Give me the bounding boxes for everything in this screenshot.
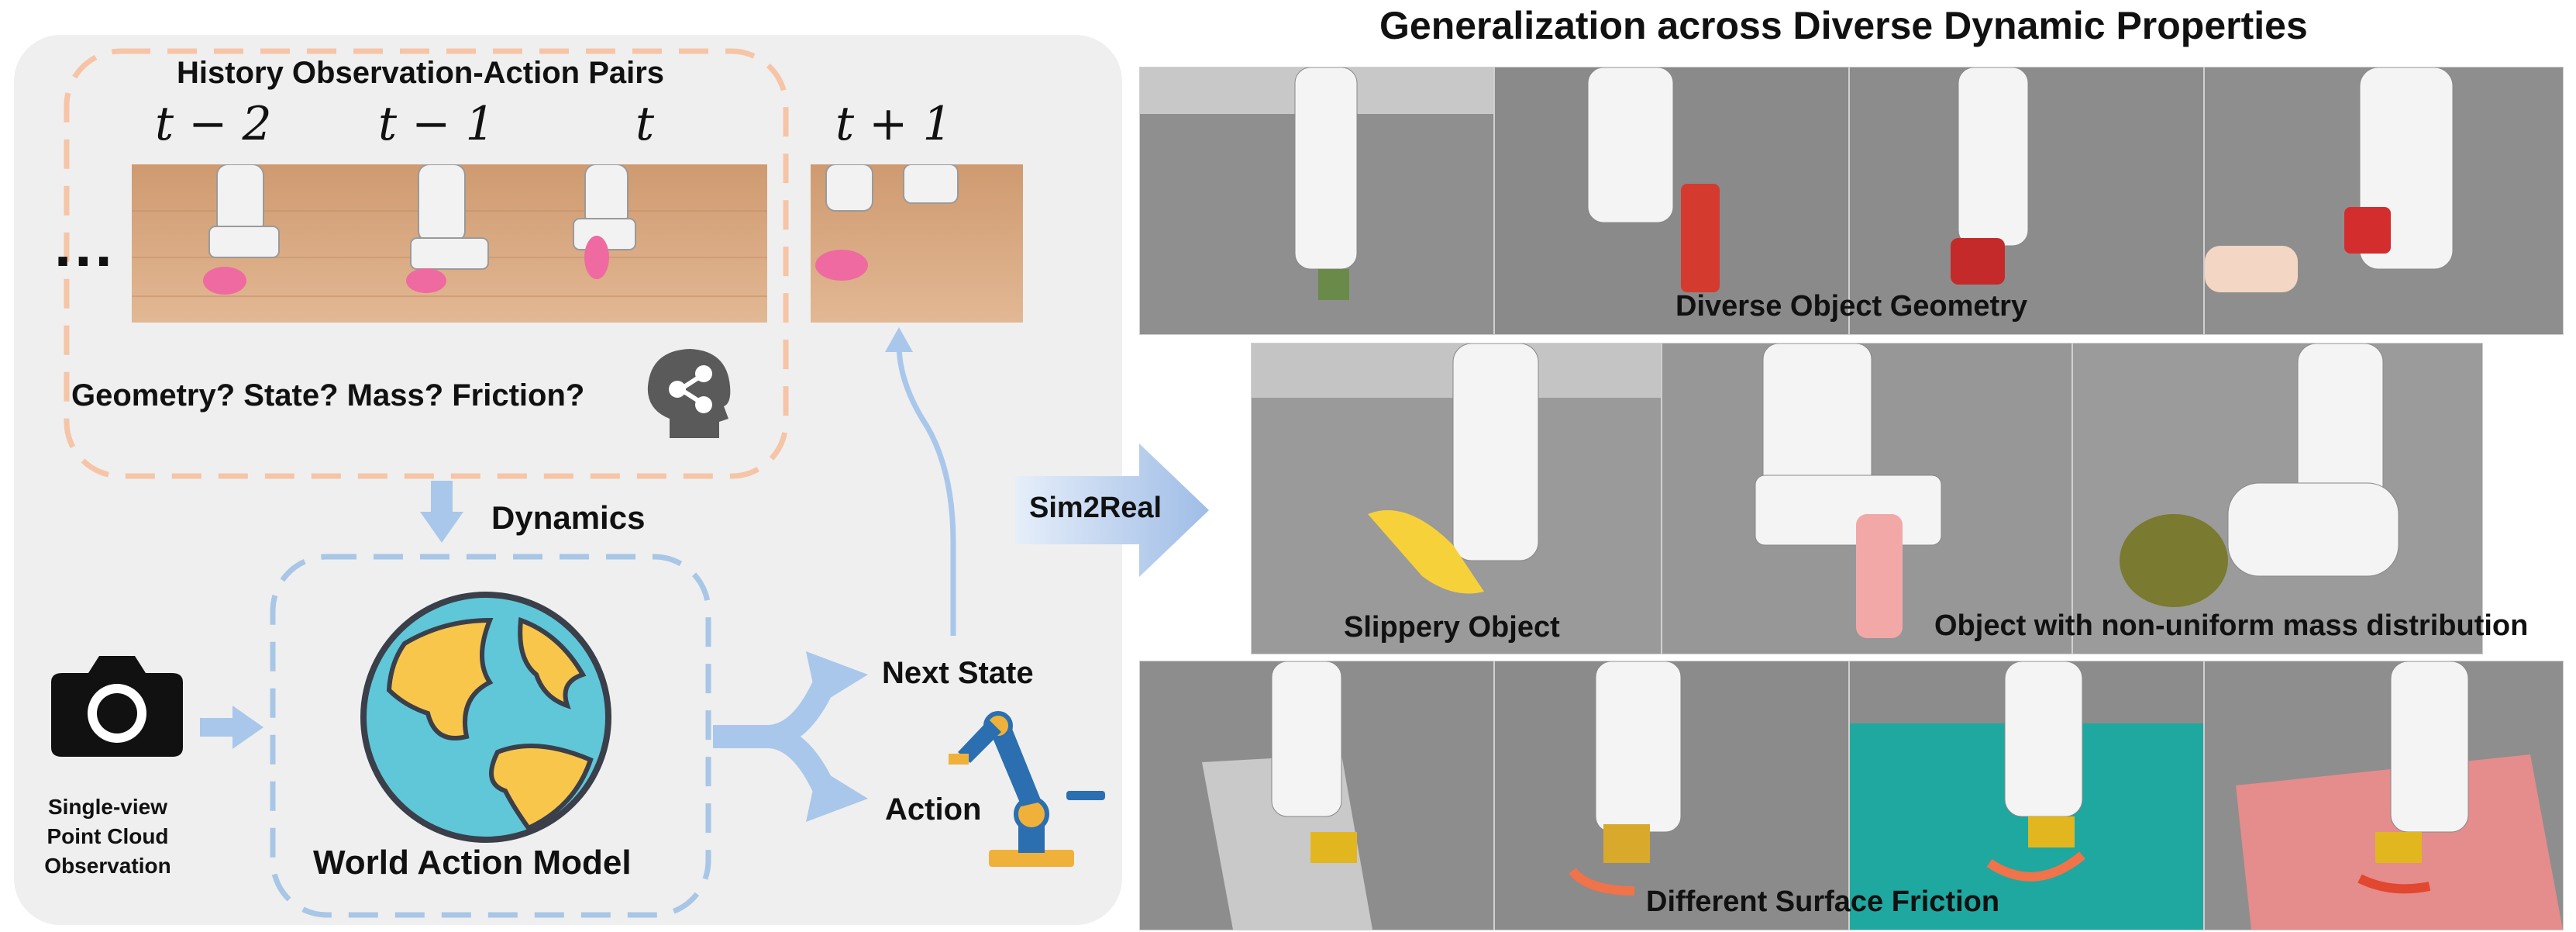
world-model-box: [270, 554, 711, 918]
robot-arm-icon: [949, 711, 1105, 867]
row1-label: Diverse Object Geometry: [1675, 290, 2028, 323]
history-title: History Observation-Action Pairs: [177, 56, 665, 90]
dynamics-label: Dynamics: [491, 499, 646, 536]
row2-label-slippery: Slippery Object: [1344, 611, 1560, 644]
feedback-arrow: [885, 327, 956, 636]
dynamics-arrow: [420, 481, 463, 543]
row3-photo-1: [1139, 661, 1494, 930]
row1-photo-1: [1139, 67, 1494, 335]
head-network-icon: [647, 349, 731, 438]
action-label: Action: [885, 792, 982, 827]
time-label-t-minus-2: t − 2: [155, 97, 272, 151]
camera-caption-line: Point Cloud: [46, 824, 169, 848]
row3-photo-3: [1849, 661, 2204, 930]
camera-caption-line: Observation: [44, 854, 171, 878]
camera-caption-line: Single-view: [47, 795, 168, 819]
row3-label: Different Surface Friction: [1646, 885, 2000, 918]
row1-photo-4: [2204, 67, 2564, 335]
time-label-t-plus-1: t + 1: [835, 97, 952, 151]
camera-arrow: [200, 706, 263, 749]
row3-photo-2: [1494, 661, 1849, 930]
globe-icon: [360, 592, 611, 843]
sim2real-arrow: [1015, 444, 1209, 577]
row2-label-mass: Object with non-uniform mass distributio…: [1934, 609, 2529, 642]
fork-arrows: [713, 651, 868, 822]
row2-photo-1: [1251, 343, 1662, 654]
dynamics-question: Geometry? State? Mass? Friction?: [71, 378, 585, 412]
row1-photo-2: [1494, 67, 1849, 335]
time-label-t: t: [635, 97, 655, 151]
right-title: Generalization across Diverse Dynamic Pr…: [1379, 4, 2308, 47]
row2-photo-2: [1662, 343, 2072, 654]
camera-icon: [51, 656, 183, 757]
history-frames-image: [132, 164, 767, 323]
camera-caption: Single-view Point Cloud Observation: [42, 792, 174, 881]
world-model-label: World Action Model: [313, 844, 632, 882]
history-box: [64, 48, 789, 479]
row1-photo-3: [1849, 67, 2204, 335]
sim2real-label: Sim2Real: [1029, 492, 1162, 524]
future-frame-image: [811, 164, 1023, 323]
row2-photo-3: [2072, 343, 2483, 654]
time-label-t-minus-1: t − 1: [378, 97, 495, 151]
row3-photo-4: [2204, 661, 2564, 930]
ellipsis: ...: [54, 210, 115, 279]
next-state-label: Next State: [882, 656, 1034, 690]
